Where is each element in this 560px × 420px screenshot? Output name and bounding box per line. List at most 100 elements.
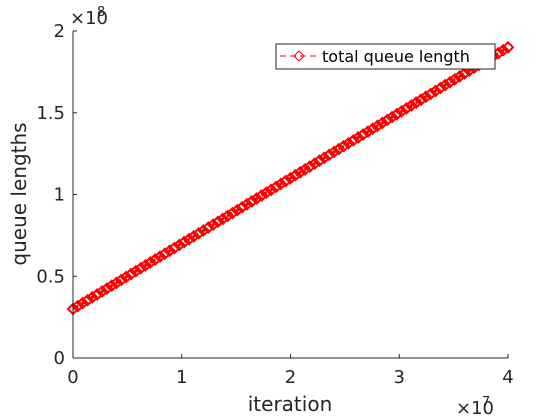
data-point [206,218,220,232]
data-point [284,171,297,185]
data-point [95,285,109,298]
data-point [168,241,181,255]
y-axis-label: queue lengths [7,122,31,265]
data-point [139,258,152,272]
data-point [288,168,302,182]
data-point [274,177,288,191]
data-point [337,139,351,153]
data-point [197,224,210,237]
data-point [371,119,384,133]
x-tick-label: 2 [285,367,296,388]
x-tick-label: 1 [176,367,187,388]
data-point [375,116,389,130]
data-point [250,192,264,205]
data-point [414,93,428,107]
data-point [342,136,355,150]
y-tick-label: 1.5 [36,103,65,124]
data-point [182,232,196,246]
data-point [322,148,336,162]
data-point [501,40,515,54]
data-point [226,206,239,220]
y-multiplier-base: ×10 [70,8,108,29]
data-point [308,157,322,171]
data-point [172,238,186,252]
data-point [259,186,273,200]
x-tick-label: 0 [67,367,78,388]
x-multiplier-exponent: 7 [482,395,490,410]
data-point [317,151,331,165]
data-point [76,296,90,310]
data-point [201,221,215,234]
y-tick-label: 0 [54,348,65,369]
data-point [192,226,206,240]
legend-box [275,43,496,70]
data-point [81,293,94,307]
y-tick-label: 0.5 [36,266,65,287]
data-point [216,212,230,226]
data-point [385,110,399,124]
data-point [230,203,244,217]
y-tick-label: 1 [54,185,65,206]
data-point [400,101,413,115]
data-point [153,250,167,264]
y-multiplier: ×10 8 [70,5,108,29]
data-point [419,90,433,104]
data-point [110,276,123,290]
data-point [443,75,457,89]
data-point [327,145,341,159]
data-point [395,104,409,118]
data-point [433,81,447,95]
data-point [177,235,191,249]
data-point [187,229,201,243]
data-point [264,183,278,197]
data-point [458,67,471,80]
y-tick-label: 2 [54,21,65,42]
data-point [124,267,138,281]
data-point [298,163,312,176]
data-point [71,299,85,313]
legend: total queue length [275,43,496,70]
data-point [90,288,104,301]
data-point [496,43,510,57]
data-point [438,78,452,92]
data-point [211,215,225,229]
data-point [390,107,404,121]
x-tick-label: 3 [394,367,405,388]
data-point [240,197,254,211]
data-point [429,84,442,98]
data-point [269,180,283,194]
data-point [380,113,394,127]
data-point [235,200,249,214]
legend-marker-sample [293,50,305,62]
data-point [129,264,143,278]
data-point [100,282,114,296]
data-point [293,165,307,179]
data-point [85,290,99,304]
series-line [72,46,509,311]
legend-label: total queue length [322,47,470,66]
data-point [255,189,268,203]
plot-area [66,40,515,316]
data-point [105,279,119,293]
data-point [346,133,360,147]
data-point [356,128,370,141]
data-point [424,87,438,101]
x-multiplier: ×10 7 [456,395,494,419]
data-point [448,72,462,86]
x-multiplier-base: ×10 [456,398,494,419]
data-point [332,142,346,156]
data-point [134,261,148,275]
data-point [313,154,326,168]
data-point [409,96,423,109]
data-point [361,125,375,139]
data-point [158,247,172,261]
x-axis: 0 1 2 3 4 [67,354,514,388]
series-0 [66,40,515,316]
x-axis-label: iteration [248,392,333,416]
data-point [114,273,128,287]
data-point [303,160,317,173]
data-point [143,256,157,269]
data-point [163,244,177,258]
data-point [366,122,380,136]
